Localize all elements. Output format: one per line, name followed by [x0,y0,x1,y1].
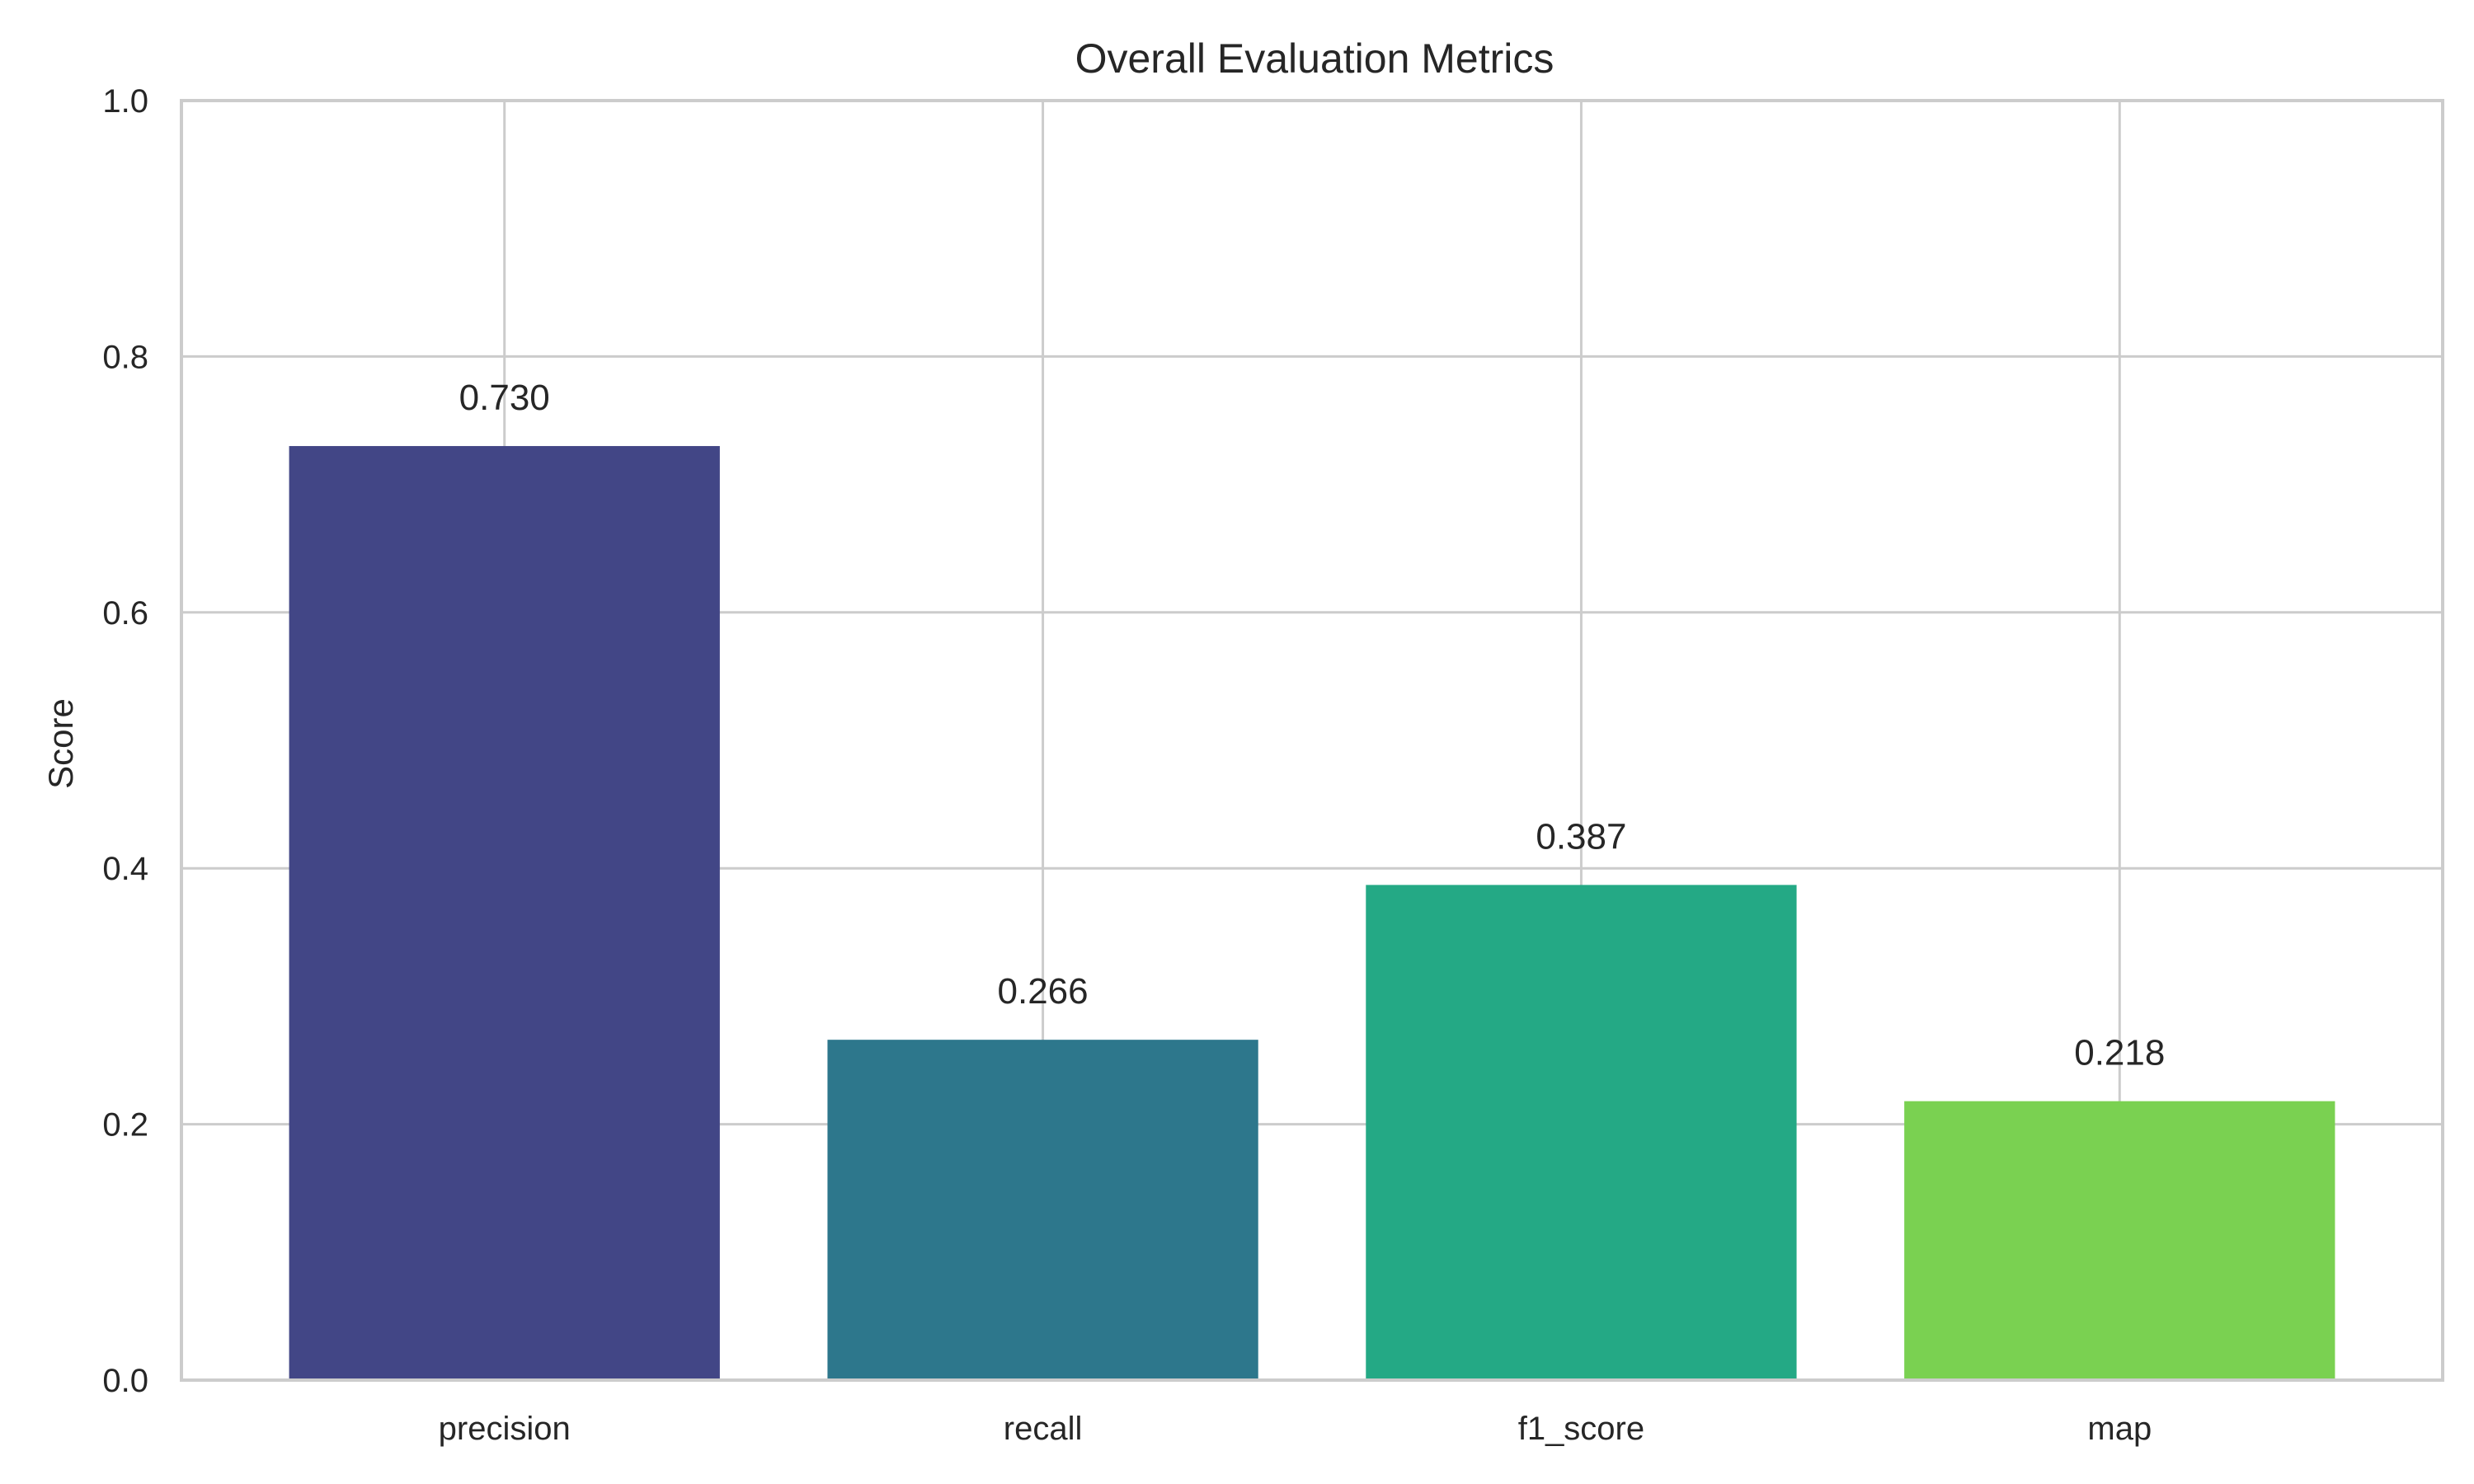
bar-map [1904,1101,2335,1380]
plot-frame [180,99,2444,1382]
bar-f1_score [1366,885,1797,1380]
y-tick-label: 0.0 [102,1363,148,1399]
x-tick-label: recall [1004,1411,1083,1447]
value-label: 0.387 [1536,816,1626,857]
y-tick-label: 1.0 [102,83,148,120]
y-axis-ticks: 0.0 0.2 0.4 0.6 0.8 1.0 [102,83,148,1399]
y-tick-label: 0.8 [102,339,148,375]
y-axis-label: Score [41,698,80,789]
x-axis-ticks: precision recall f1_score map [439,1411,2152,1447]
x-tick-label: map [2087,1411,2152,1447]
bar-recall [827,1040,1258,1380]
value-labels: 0.730 0.266 0.387 0.218 [459,378,2166,1073]
bars [289,446,2335,1380]
value-label: 0.218 [2074,1033,2165,1073]
x-tick-label: f1_score [1518,1411,1644,1447]
y-tick-label: 0.2 [102,1107,148,1144]
chart-title: Overall Evaluation Metrics [1075,35,1554,82]
value-label: 0.730 [459,378,550,418]
x-tick-label: precision [439,1411,571,1447]
value-label: 0.266 [998,971,1089,1012]
y-tick-label: 0.4 [102,851,148,887]
y-tick-label: 0.6 [102,595,148,632]
bar-precision [289,446,720,1380]
